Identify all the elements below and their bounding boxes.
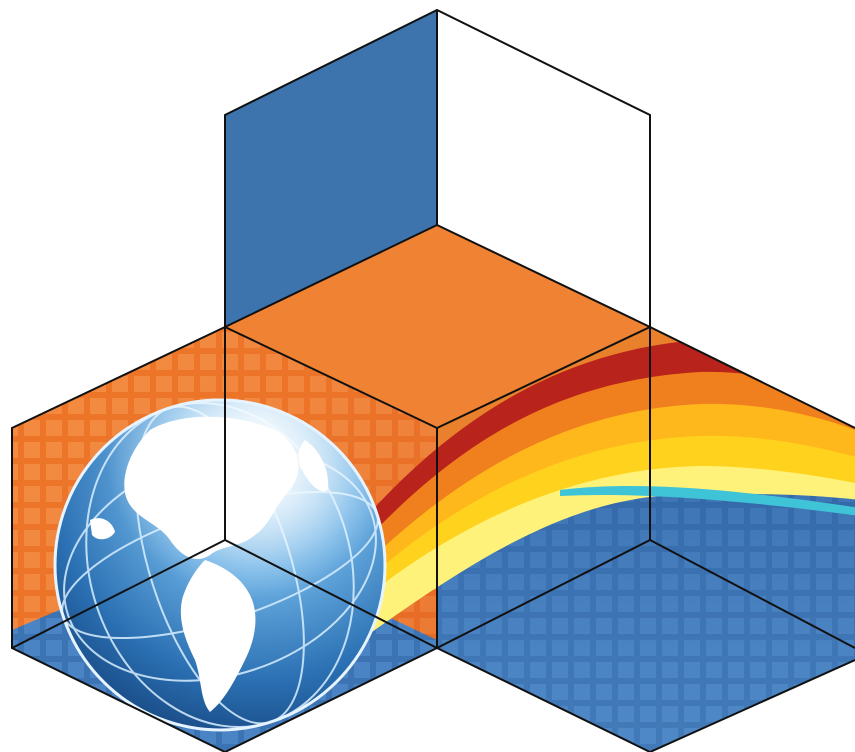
- cube-outlines: [11, 8, 855, 752]
- globe-icon: [53, 398, 387, 732]
